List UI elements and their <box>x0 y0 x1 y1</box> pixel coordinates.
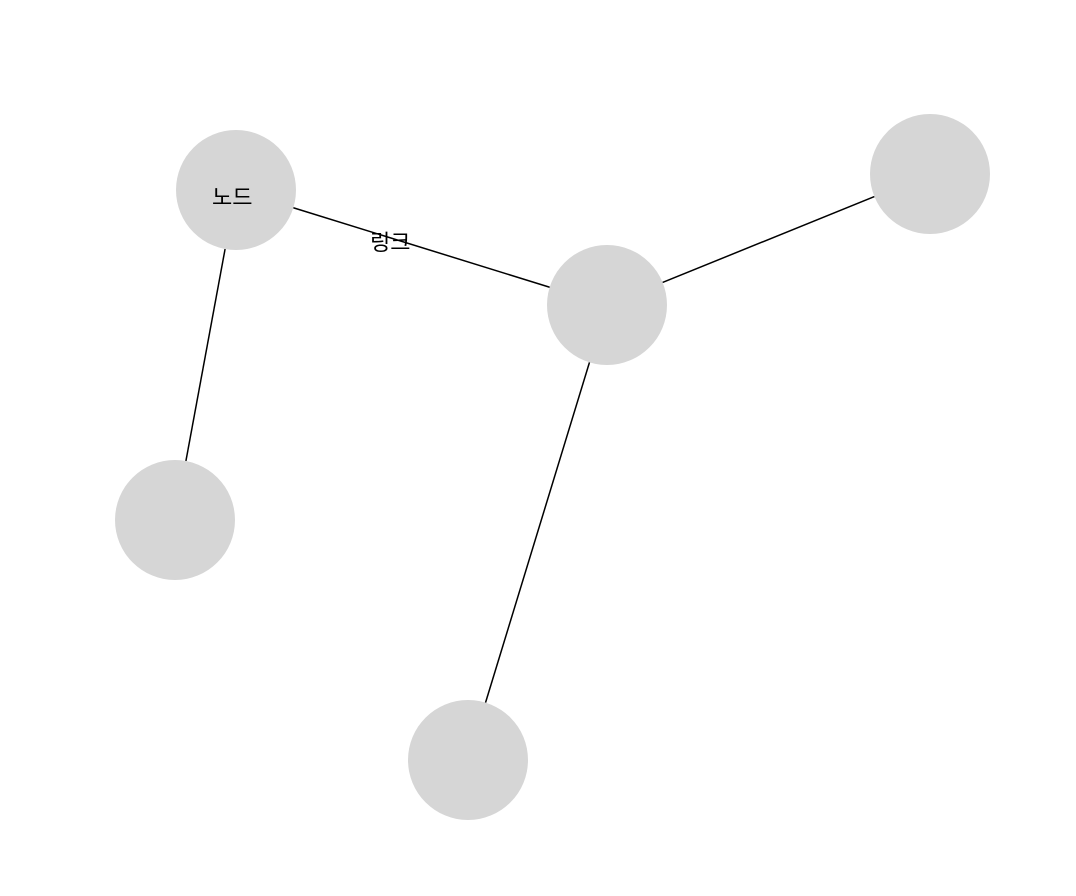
edge <box>486 362 590 702</box>
link-label: 링크 <box>370 225 410 257</box>
node-label: 노드 <box>212 180 252 212</box>
node <box>547 245 667 365</box>
node <box>115 460 235 580</box>
node <box>408 700 528 820</box>
edge <box>186 249 225 461</box>
node <box>870 114 990 234</box>
network-diagram <box>0 0 1076 896</box>
edge <box>663 197 875 283</box>
edge <box>293 208 549 287</box>
